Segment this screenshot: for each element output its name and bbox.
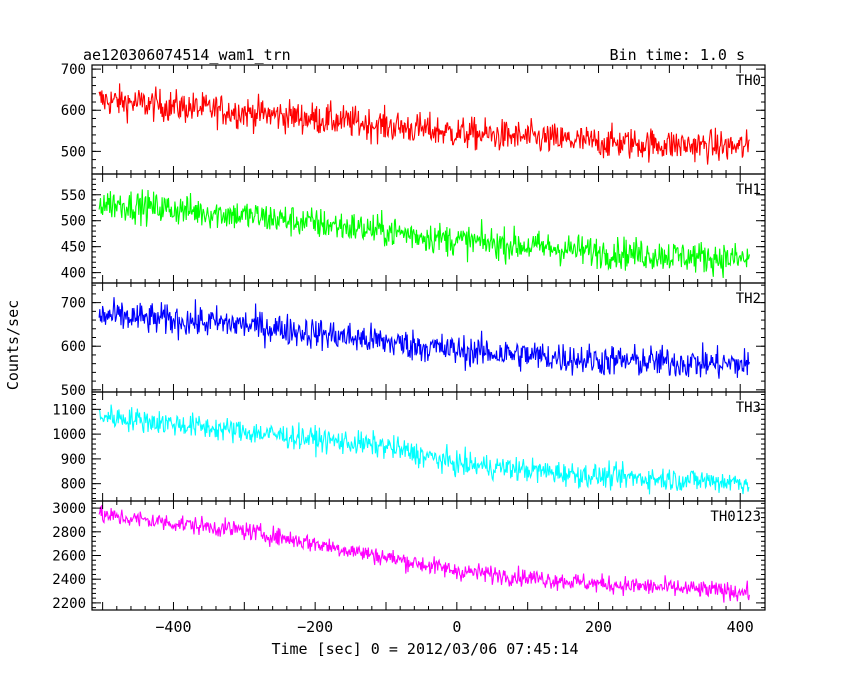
y-tick-label: 500 <box>61 383 86 399</box>
y-tick-label: 1100 <box>52 402 86 418</box>
series-line-th3 <box>98 404 750 495</box>
panel-frame <box>91 282 766 393</box>
panel-frame <box>91 173 766 284</box>
y-axis-label: Counts/sec <box>4 300 22 390</box>
chart-title: ae120306074514_wam1_trn <box>83 46 291 64</box>
y-tick-label: 900 <box>61 452 86 468</box>
series-line-th0123 <box>98 504 750 603</box>
x-tick-label: 0 <box>452 618 461 636</box>
panels-group: 500 600 700 TH0 400 450 500 550 TH1 500 600 700 TH2 8… <box>52 62 766 612</box>
panel-label: TH3 <box>736 400 761 416</box>
panel-th0: 500 600 700 TH0 <box>61 62 766 175</box>
x-tick-label: 200 <box>585 618 612 636</box>
y-tick-label: 3000 <box>52 501 86 517</box>
panel-th3: 800 900 1000 1100 TH3 <box>52 391 766 502</box>
y-tick-label: 500 <box>61 144 86 160</box>
y-tick-label: 700 <box>61 62 86 78</box>
y-tick-label: 500 <box>61 214 86 230</box>
y-tick-label: 450 <box>61 240 86 256</box>
y-tick-label: 2200 <box>52 596 86 612</box>
y-tick-label: 1000 <box>52 427 86 443</box>
y-tick-label: 550 <box>61 188 86 204</box>
x-tick-label: −400 <box>155 618 191 636</box>
panel-th0123: 2200 2400 2600 2800 3000 TH0123 <box>52 500 766 612</box>
y-tick-label: 2400 <box>52 572 86 588</box>
y-tick-label: 2800 <box>52 525 86 541</box>
panel-label: TH0 <box>736 73 761 89</box>
x-axis-label: Time [sec] 0 = 2012/03/06 07:45:14 <box>271 640 578 658</box>
panel-th1: 400 450 500 550 TH1 <box>61 173 766 284</box>
panel-label: TH2 <box>736 291 761 307</box>
series-line-th1 <box>98 189 750 278</box>
y-tick-label: 600 <box>61 103 86 119</box>
x-tick-label: −200 <box>297 618 333 636</box>
x-tick-label: 400 <box>727 618 754 636</box>
series-line-th0 <box>98 83 750 165</box>
y-tick-label: 2600 <box>52 549 86 565</box>
y-tick-label: 600 <box>61 339 86 355</box>
bin-time-label: Bin time: 1.0 s <box>610 46 745 64</box>
panel-label: TH0123 <box>710 509 761 525</box>
y-tick-label: 800 <box>61 477 86 493</box>
panel-frame <box>91 500 766 611</box>
x-axis: −400 −200 0 200 400 <box>155 618 753 636</box>
panel-frame <box>91 64 766 175</box>
panel-label: TH1 <box>736 182 761 198</box>
panel-th2: 500 600 700 TH2 <box>61 282 766 399</box>
y-tick-label: 700 <box>61 296 86 312</box>
y-tick-label: 400 <box>61 266 86 282</box>
series-line-th2 <box>98 297 750 379</box>
